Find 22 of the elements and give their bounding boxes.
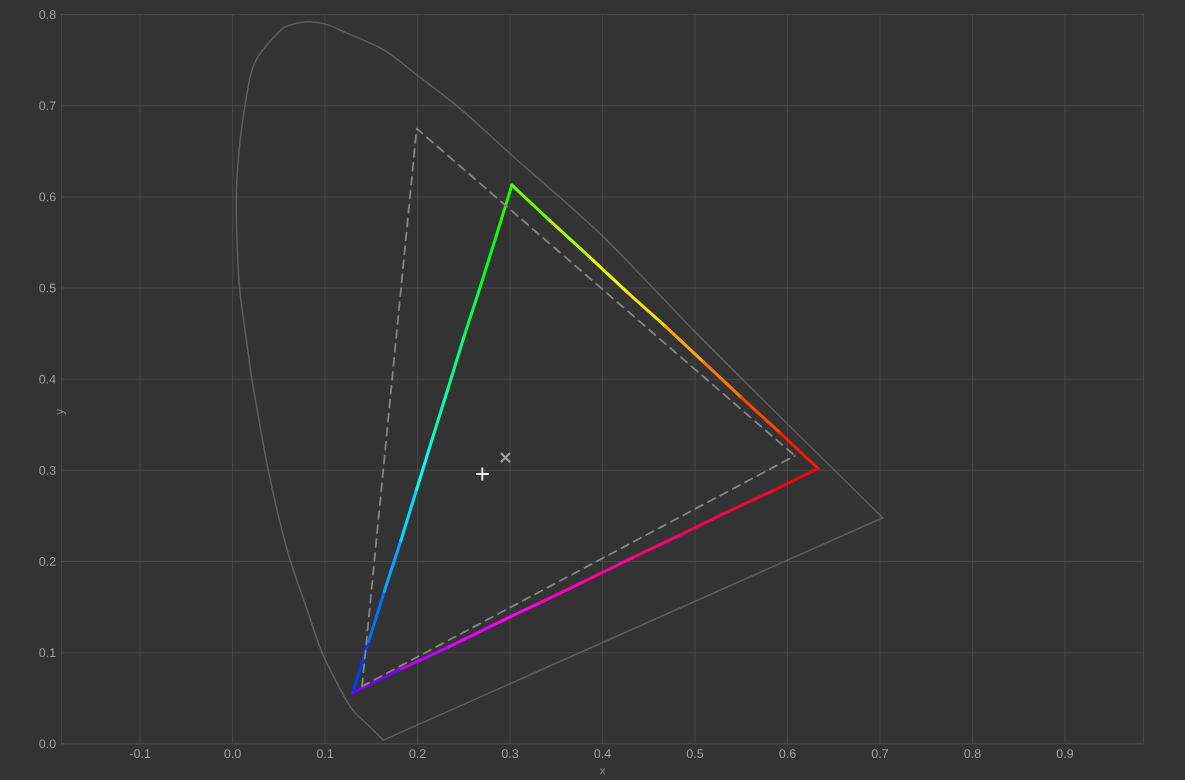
y-tick-label: 0.1 [39, 648, 56, 658]
y-tick-label: 0.7 [39, 101, 56, 111]
x-tick-label: 0.0 [224, 749, 241, 759]
x-tick-label: 0.2 [409, 749, 426, 759]
x-tick-label: 0.6 [779, 749, 796, 759]
y-tick-label: 0.3 [39, 465, 56, 475]
x-tick-label: 0.1 [316, 749, 334, 759]
y-axis-title: y [57, 408, 66, 415]
x-tick-label: 0.7 [871, 749, 889, 759]
x-tick-label: 0.8 [964, 749, 981, 759]
x-tick-label: 0.9 [1056, 749, 1074, 759]
x-tick-label: 0.5 [686, 749, 704, 759]
y-tick-label: 0.4 [39, 374, 56, 384]
x-tick-label: 0.3 [501, 749, 519, 759]
x-axis-title: x [599, 768, 606, 775]
y-tick-label: 0.2 [39, 557, 56, 566]
y-tick-label: 0.0 [39, 739, 56, 749]
y-tick-label: 0.5 [39, 283, 56, 293]
x-tick-label: 0.4 [594, 749, 611, 759]
x-tick-label: -0.1 [129, 749, 151, 759]
y-tick-label: 0.6 [39, 192, 56, 202]
y-tick-label: 0.8 [39, 10, 56, 20]
